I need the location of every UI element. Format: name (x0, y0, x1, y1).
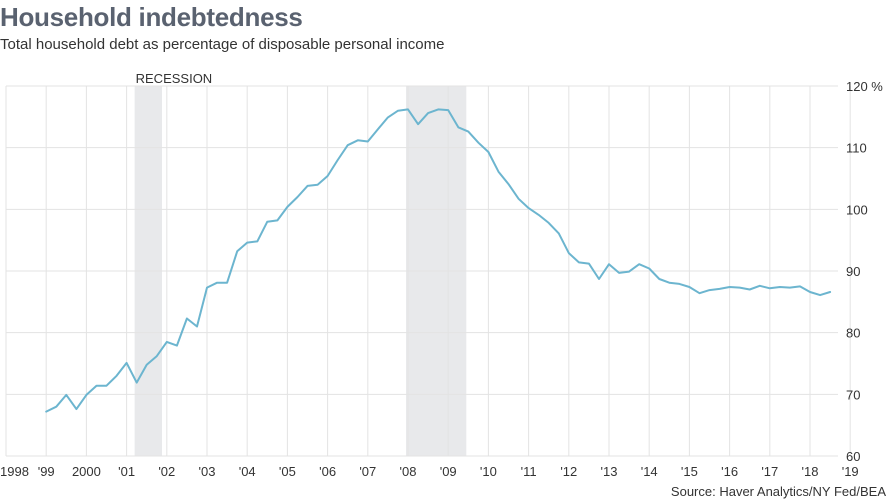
x-axis-ticks: 1998 '99 2000 '01 '02 '03 '04 '05 '06 '07 '08 '09 '1… (0, 464, 859, 479)
x-tick-label: '13 (601, 464, 618, 479)
x-tick-label: '15 (681, 464, 698, 479)
x-tick-label: '12 (560, 464, 577, 479)
recession-bands: RECESSION (134, 71, 467, 456)
y-tick-label: 120 % (846, 79, 883, 94)
x-tick-label: 1998 (0, 464, 29, 479)
x-tick-label: '06 (319, 464, 336, 479)
x-tick-label: '11 (521, 464, 537, 479)
chart-subtitle: Total household debt as percentage of di… (0, 36, 445, 53)
y-tick-label: 110 (846, 141, 867, 156)
x-tick-label: '17 (761, 464, 778, 479)
chart-title: Household indebtedness (0, 2, 303, 32)
x-tick-label: '02 (158, 464, 175, 479)
y-axis-ticks: 60 70 80 90 100 110 120 % (846, 79, 883, 464)
x-tick-label: '10 (480, 464, 497, 479)
x-tick-label: '99 (38, 464, 55, 479)
y-tick-label: 70 (846, 387, 860, 402)
series-line (45, 108, 832, 413)
x-tick-label: '03 (199, 464, 216, 479)
y-tick-label: 80 (846, 326, 860, 341)
gridlines (5, 85, 851, 457)
x-tick-label: '07 (359, 464, 376, 479)
x-tick-label: '16 (721, 464, 738, 479)
recession-label: RECESSION (136, 71, 213, 86)
y-tick-label: 60 (846, 449, 860, 464)
x-tick-label: '08 (400, 464, 417, 479)
x-tick-label: 2000 (72, 464, 101, 479)
x-tick-label: '04 (239, 464, 256, 479)
x-tick-label: '05 (279, 464, 296, 479)
x-tick-label: '09 (440, 464, 457, 479)
source-note: Source: Haver Analytics/NY Fed/BEA (670, 484, 886, 499)
x-tick-label: '01 (118, 464, 135, 479)
x-tick-label: '19 (842, 464, 859, 479)
series-layer (45, 108, 832, 413)
x-tick-label: '18 (802, 464, 819, 479)
y-tick-label: 100 (846, 202, 868, 217)
y-tick-label: 90 (846, 264, 860, 279)
x-tick-label: '14 (641, 464, 658, 479)
